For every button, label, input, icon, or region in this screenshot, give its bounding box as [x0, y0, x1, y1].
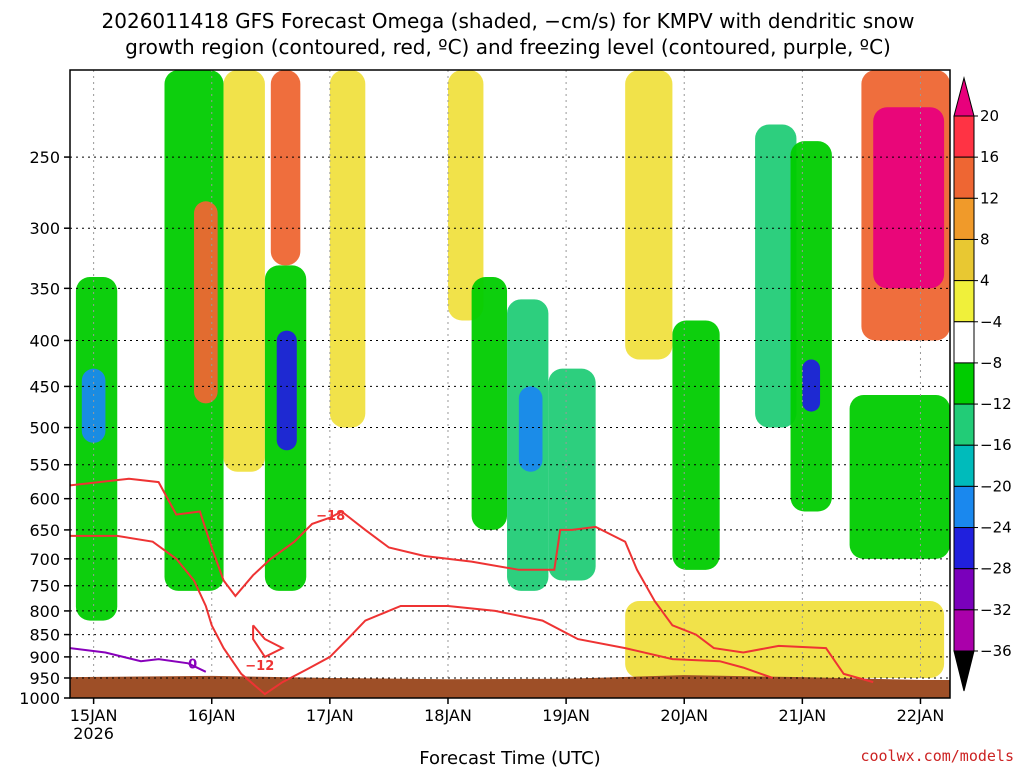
x-tick-label-3: 18JAN — [424, 706, 472, 725]
colorbar-label-4: 4 — [980, 272, 990, 290]
y-tick-label-350: 350 — [29, 279, 60, 298]
dgz-contour-2 — [252, 624, 285, 659]
y-tick-label-550: 550 — [29, 456, 60, 475]
colorbar-label-2: 12 — [980, 189, 999, 207]
omega-shaded-region-14 — [625, 70, 673, 360]
omega-shaded-region-13 — [548, 368, 596, 581]
omega-shaded-region-21 — [873, 107, 945, 289]
colorbar-segment-1 — [953, 156, 975, 199]
colorbar-bottom-arrow — [953, 650, 975, 692]
temperature-contours: −18 −12 0 — [70, 477, 874, 696]
y-tick-label-400: 400 — [29, 331, 60, 350]
x-tick-label-7: 22JAN — [897, 706, 945, 725]
freezing-level-label: 0 — [188, 657, 197, 672]
y-tick-label-950: 950 — [29, 669, 60, 688]
colorbar-label-8: −16 — [980, 436, 1012, 454]
y-tick-label-900: 900 — [29, 648, 60, 667]
dgz-contour-label-1: −12 — [245, 659, 274, 674]
colorbar-label-0: 20 — [980, 107, 999, 125]
x-axis-label: Forecast Time (UTC) — [419, 748, 600, 768]
x-axis-ticks: 15JAN 16JAN 17JAN 18JAN 19JAN 20JAN 21JAN 22JAN… — [70, 698, 945, 743]
y-tick-label-750: 750 — [29, 577, 60, 596]
colorbar-segment-8 — [953, 444, 975, 487]
omega-shading — [75, 70, 950, 678]
x-tick-label-0: 15JAN — [70, 706, 118, 725]
colorbar: 20 16 12 8 4 −4 −8 −12 −16 −20 −24 −28 −32 −36 — [953, 76, 1012, 692]
colorbar-segment-3 — [953, 238, 975, 282]
credit-text: coolwx.com/models — [860, 747, 1014, 765]
y-tick-label-800: 800 — [29, 602, 60, 621]
omega-shaded-region-6 — [276, 330, 297, 451]
x-year-label: 2026 — [73, 724, 114, 743]
colorbar-label-3: 8 — [980, 230, 990, 248]
y-tick-label-450: 450 — [29, 377, 60, 396]
x-tick-label-2: 17JAN — [306, 706, 354, 725]
plot-frame — [69, 69, 951, 699]
dgz-contour-label-0: −18 — [316, 509, 345, 524]
dgz-contour-0 — [70, 477, 874, 684]
x-tick-label-4: 19JAN — [542, 706, 590, 725]
omega-shaded-region-4 — [223, 70, 265, 472]
omega-shaded-region-7 — [270, 70, 301, 266]
y-tick-label-500: 500 — [29, 419, 60, 438]
colorbar-segment-7 — [953, 403, 975, 446]
x-tick-label-6: 21JAN — [778, 706, 826, 725]
colorbar-label-6: −8 — [980, 354, 1002, 372]
freezing-level-contour — [70, 647, 207, 673]
omega-shaded-region-12 — [518, 386, 543, 472]
colorbar-label-11: −28 — [980, 560, 1012, 578]
colorbar-label-10: −24 — [980, 519, 1012, 537]
chart-title-line1: 2026011418 GFS Forecast Omega (shaded, −… — [102, 9, 915, 33]
colorbar-label-5: −4 — [980, 313, 1002, 331]
y-axis-ticks: 250 300 350 400 450 500 550 600 650 700 750 800 850 9… — [19, 148, 70, 708]
omega-shaded-region-10 — [471, 277, 508, 530]
y-tick-label-1000: 1000 — [19, 689, 60, 708]
omega-shaded-region-15 — [672, 320, 720, 570]
colorbar-segment-0 — [953, 115, 975, 158]
y-tick-label-850: 850 — [29, 626, 60, 645]
omega-shaded-region-9 — [447, 70, 484, 321]
colorbar-segment-4 — [953, 280, 975, 323]
omega-shaded-region-22 — [625, 601, 945, 678]
y-tick-label-650: 650 — [29, 521, 60, 540]
colorbar-label-13: −36 — [980, 642, 1012, 660]
colorbar-label-7: −12 — [980, 395, 1012, 413]
omega-shaded-region-19 — [849, 394, 950, 559]
y-tick-label-600: 600 — [29, 490, 60, 509]
y-tick-label-700: 700 — [29, 550, 60, 569]
colorbar-segment-5 — [953, 321, 975, 364]
dgz-contour-1 — [70, 534, 774, 696]
colorbar-label-1: 16 — [980, 148, 999, 166]
colorbar-label-12: −32 — [980, 601, 1012, 619]
x-tick-label-1: 16JAN — [188, 706, 236, 725]
omega-shaded-region-3 — [194, 201, 218, 404]
colorbar-segment-9 — [953, 485, 975, 529]
colorbar-segment-2 — [953, 197, 975, 240]
x-tick-label-5: 20JAN — [660, 706, 708, 725]
omega-shaded-region-16 — [755, 124, 797, 428]
omega-shaded-region-0 — [75, 277, 118, 621]
omega-shaded-region-18 — [802, 359, 821, 412]
omega-shaded-region-17 — [790, 141, 832, 512]
colorbar-segment-6 — [953, 362, 975, 405]
colorbar-segment-11 — [953, 568, 975, 611]
colorbar-segment-10 — [953, 527, 975, 570]
colorbar-top-arrow — [953, 76, 975, 117]
colorbar-segment-12 — [953, 609, 975, 652]
omega-shaded-region-1 — [81, 368, 106, 443]
chart-title-line2: growth region (contoured, red, ºC) and f… — [125, 35, 891, 59]
y-tick-label-300: 300 — [29, 219, 60, 238]
y-tick-label-250: 250 — [29, 148, 60, 167]
ground-fill — [70, 675, 950, 698]
colorbar-label-9: −20 — [980, 477, 1012, 495]
omega-shaded-region-8 — [329, 70, 366, 428]
